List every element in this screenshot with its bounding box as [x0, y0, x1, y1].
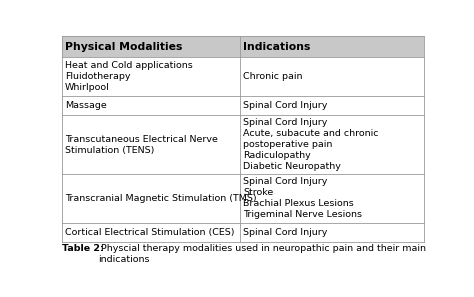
Text: Cortical Electrical Stimulation (CES): Cortical Electrical Stimulation (CES) — [65, 228, 235, 237]
Text: Table 2:: Table 2: — [62, 244, 104, 253]
Text: Physical Modalities: Physical Modalities — [65, 42, 182, 52]
Bar — [62, 116, 424, 174]
Bar — [62, 96, 424, 116]
Bar — [62, 174, 424, 222]
Bar — [62, 36, 424, 57]
Text: Chronic pain: Chronic pain — [243, 72, 303, 81]
Text: Indications: Indications — [243, 42, 311, 52]
Bar — [62, 222, 424, 242]
Text: Physcial therapy modalities used in neuropathic pain and their main
indications: Physcial therapy modalities used in neur… — [99, 244, 427, 264]
Text: Transcutaneous Electrical Nerve
Stimulation (TENS): Transcutaneous Electrical Nerve Stimulat… — [65, 135, 218, 155]
Bar — [62, 57, 424, 96]
Text: Spinal Cord Injury: Spinal Cord Injury — [243, 228, 328, 237]
Text: Spinal Cord Injury: Spinal Cord Injury — [243, 101, 328, 110]
Text: Spinal Cord Injury
Acute, subacute and chronic
postoperative pain
Radiculopathy
: Spinal Cord Injury Acute, subacute and c… — [243, 118, 379, 171]
Text: Heat and Cold applications
Fluidotherapy
Whirlpool: Heat and Cold applications Fluidotherapy… — [65, 61, 193, 92]
Text: Transcranial Magnetic Stimulation (TMS): Transcranial Magnetic Stimulation (TMS) — [65, 194, 257, 203]
Text: Massage: Massage — [65, 101, 107, 110]
Text: Spinal Cord Injury
Stroke
Brachial Plexus Lesions
Trigeminal Nerve Lesions: Spinal Cord Injury Stroke Brachial Plexu… — [243, 177, 362, 219]
